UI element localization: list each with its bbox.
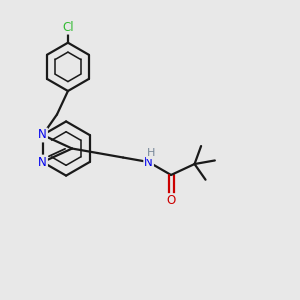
Text: N: N [38,156,47,169]
Text: N: N [38,128,47,142]
Text: Cl: Cl [62,21,74,34]
Text: H: H [147,148,155,158]
Text: N: N [144,155,153,169]
Text: O: O [167,194,176,207]
